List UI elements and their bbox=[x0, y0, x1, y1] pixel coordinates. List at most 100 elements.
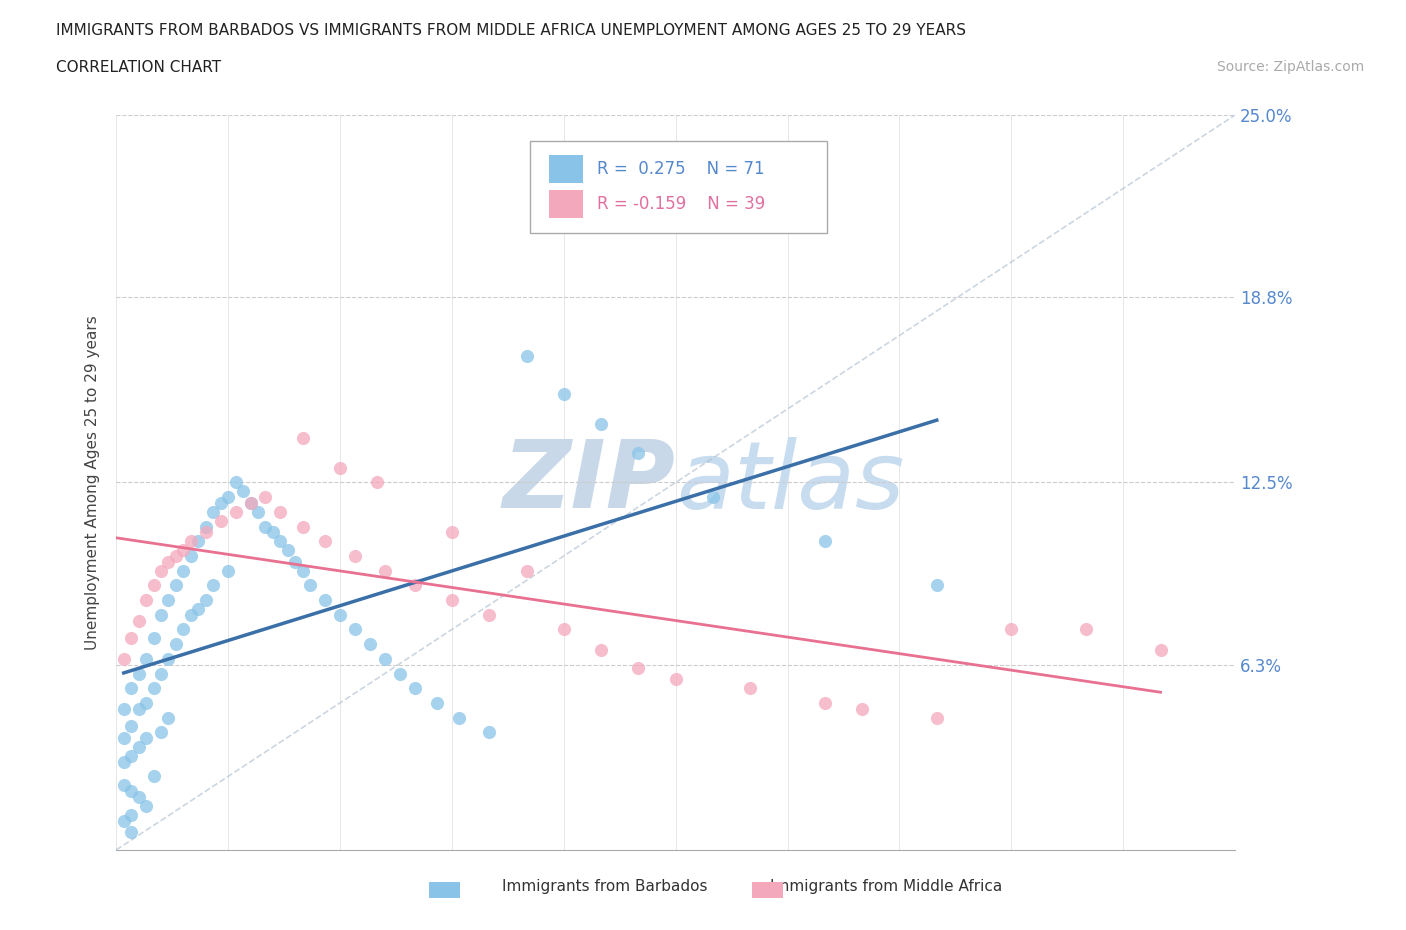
Point bbox=[187, 602, 209, 617]
Point bbox=[314, 534, 336, 549]
Point bbox=[112, 813, 135, 828]
Point bbox=[478, 724, 501, 739]
Y-axis label: Unemployment Among Ages 25 to 29 years: Unemployment Among Ages 25 to 29 years bbox=[86, 315, 100, 650]
Point bbox=[142, 769, 165, 784]
Point bbox=[1149, 643, 1171, 658]
Point bbox=[194, 519, 217, 534]
Point bbox=[172, 564, 194, 578]
Point bbox=[194, 592, 217, 607]
Point bbox=[404, 578, 426, 592]
Point bbox=[239, 496, 262, 511]
FancyBboxPatch shape bbox=[530, 140, 827, 232]
Point bbox=[120, 681, 142, 696]
Point bbox=[128, 790, 150, 804]
Point bbox=[702, 490, 724, 505]
Point bbox=[232, 484, 254, 498]
Point bbox=[814, 534, 837, 549]
Point bbox=[343, 549, 366, 564]
Point bbox=[120, 749, 142, 764]
Text: Immigrants from Barbados: Immigrants from Barbados bbox=[502, 879, 707, 894]
Point bbox=[120, 825, 142, 840]
Point bbox=[128, 739, 150, 754]
Point bbox=[128, 666, 150, 681]
Point bbox=[120, 807, 142, 822]
Point bbox=[142, 631, 165, 645]
Text: R = -0.159    N = 39: R = -0.159 N = 39 bbox=[598, 195, 766, 213]
Point bbox=[225, 475, 247, 490]
Point bbox=[172, 622, 194, 637]
Point bbox=[627, 660, 650, 675]
Point bbox=[374, 564, 396, 578]
Point bbox=[627, 445, 650, 460]
Point bbox=[135, 798, 157, 813]
Point bbox=[925, 578, 948, 592]
Point bbox=[187, 534, 209, 549]
Point bbox=[120, 631, 142, 645]
Point bbox=[591, 417, 613, 432]
Point bbox=[440, 525, 463, 539]
Point bbox=[150, 724, 173, 739]
Point bbox=[172, 542, 194, 557]
Point bbox=[246, 504, 269, 519]
Point bbox=[217, 564, 239, 578]
Point bbox=[291, 564, 314, 578]
Point bbox=[157, 711, 180, 725]
Point bbox=[150, 564, 173, 578]
Point bbox=[284, 554, 307, 569]
Point bbox=[740, 681, 762, 696]
Point bbox=[299, 578, 322, 592]
Bar bbox=[550, 190, 583, 218]
Point bbox=[135, 592, 157, 607]
Point bbox=[112, 754, 135, 769]
Text: R =  0.275    N = 71: R = 0.275 N = 71 bbox=[598, 160, 765, 179]
Point bbox=[157, 592, 180, 607]
Point bbox=[329, 460, 352, 475]
Point bbox=[404, 681, 426, 696]
Point bbox=[925, 711, 948, 725]
Point bbox=[165, 578, 187, 592]
Point bbox=[478, 607, 501, 622]
Text: IMMIGRANTS FROM BARBADOS VS IMMIGRANTS FROM MIDDLE AFRICA UNEMPLOYMENT AMONG AGE: IMMIGRANTS FROM BARBADOS VS IMMIGRANTS F… bbox=[56, 23, 966, 38]
Point bbox=[135, 731, 157, 746]
Bar bbox=[550, 155, 583, 183]
Point bbox=[426, 696, 449, 711]
Point bbox=[515, 564, 537, 578]
Point bbox=[112, 731, 135, 746]
Point bbox=[157, 651, 180, 666]
Point bbox=[1000, 622, 1022, 637]
Point bbox=[209, 496, 232, 511]
Point bbox=[814, 696, 837, 711]
Point bbox=[343, 622, 366, 637]
Point bbox=[1074, 622, 1097, 637]
Point bbox=[112, 777, 135, 792]
Point bbox=[374, 651, 396, 666]
Point bbox=[388, 666, 411, 681]
Point bbox=[209, 513, 232, 528]
Point bbox=[329, 607, 352, 622]
Point bbox=[254, 490, 277, 505]
Point bbox=[120, 719, 142, 734]
Point bbox=[515, 349, 537, 364]
Point bbox=[851, 701, 873, 716]
Text: atlas: atlas bbox=[676, 437, 904, 528]
Point bbox=[112, 701, 135, 716]
Point bbox=[180, 534, 202, 549]
Point bbox=[120, 784, 142, 799]
Point bbox=[202, 504, 225, 519]
Point bbox=[165, 549, 187, 564]
Point bbox=[359, 637, 381, 652]
Point bbox=[142, 578, 165, 592]
Text: Immigrants from Middle Africa: Immigrants from Middle Africa bbox=[769, 879, 1002, 894]
Point bbox=[165, 637, 187, 652]
Point bbox=[440, 592, 463, 607]
Point bbox=[291, 519, 314, 534]
Point bbox=[314, 592, 336, 607]
Point bbox=[665, 672, 688, 687]
Point bbox=[202, 578, 225, 592]
Point bbox=[262, 525, 284, 539]
Point bbox=[157, 554, 180, 569]
Point bbox=[225, 504, 247, 519]
Point bbox=[277, 542, 299, 557]
Point bbox=[449, 711, 471, 725]
Point bbox=[269, 504, 291, 519]
